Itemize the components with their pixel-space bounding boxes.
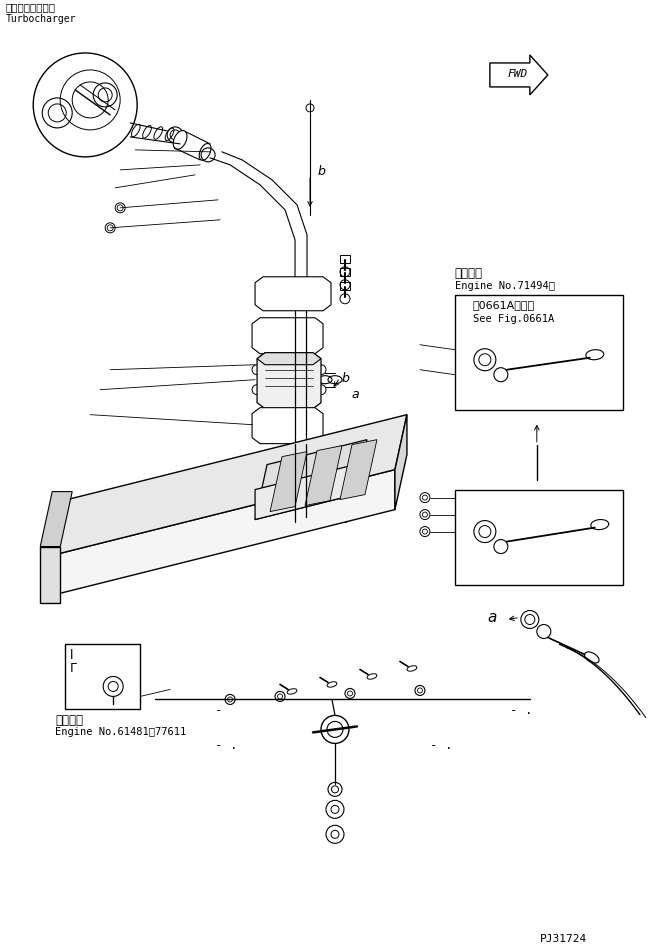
- Text: -: -: [215, 705, 222, 718]
- Circle shape: [252, 384, 262, 395]
- Polygon shape: [340, 439, 377, 500]
- Polygon shape: [252, 407, 323, 443]
- Text: l: l: [70, 650, 73, 663]
- Text: See Fig.0661A: See Fig.0661A: [473, 313, 554, 324]
- Text: 適用号機: 適用号機: [455, 267, 483, 279]
- Text: - .: - .: [215, 740, 238, 753]
- Ellipse shape: [174, 131, 187, 150]
- Text: Γ: Γ: [70, 663, 77, 675]
- Polygon shape: [55, 470, 395, 595]
- Polygon shape: [257, 352, 321, 409]
- Text: 第0661A図参照: 第0661A図参照: [473, 300, 535, 310]
- Text: ターボチャージャ: ターボチャージャ: [5, 2, 55, 12]
- Text: - .: - .: [510, 705, 532, 718]
- Bar: [340, 255, 350, 262]
- Text: a: a: [488, 610, 497, 624]
- Polygon shape: [55, 415, 407, 555]
- Polygon shape: [395, 415, 407, 509]
- Bar: [340, 268, 350, 276]
- Text: PJ31724: PJ31724: [540, 935, 587, 944]
- Polygon shape: [40, 546, 60, 602]
- Polygon shape: [252, 318, 323, 354]
- Bar: [455, 295, 623, 410]
- Circle shape: [316, 384, 326, 395]
- Polygon shape: [270, 452, 307, 511]
- Polygon shape: [40, 491, 72, 546]
- Polygon shape: [490, 55, 548, 95]
- Polygon shape: [255, 439, 367, 520]
- Polygon shape: [257, 352, 321, 365]
- Text: 適用号機: 適用号機: [55, 714, 83, 727]
- Ellipse shape: [287, 518, 313, 529]
- Circle shape: [316, 365, 326, 375]
- Polygon shape: [255, 277, 331, 311]
- Text: Engine No.71494～: Engine No.71494～: [455, 280, 555, 291]
- Text: Turbocharger: Turbocharger: [5, 14, 76, 24]
- Text: b: b: [318, 165, 326, 178]
- Polygon shape: [255, 465, 355, 520]
- Circle shape: [252, 365, 262, 375]
- Text: b: b: [342, 372, 350, 384]
- Bar: [65, 645, 140, 709]
- Text: - .: - .: [430, 740, 452, 753]
- Text: Engine No.61481～77611: Engine No.61481～77611: [55, 727, 187, 738]
- Polygon shape: [305, 446, 342, 506]
- Text: a: a: [352, 387, 359, 401]
- Bar: [340, 282, 350, 290]
- Bar: [455, 490, 623, 584]
- Text: FWD: FWD: [508, 69, 528, 79]
